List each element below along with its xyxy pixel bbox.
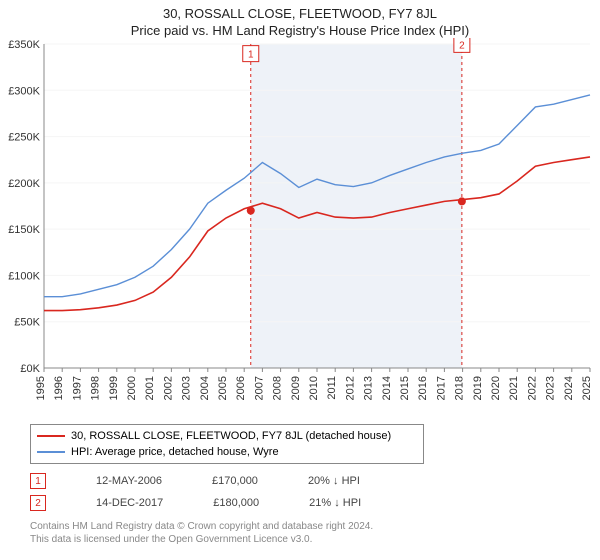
- svg-text:2011: 2011: [326, 376, 338, 400]
- svg-text:2006: 2006: [235, 376, 247, 400]
- svg-text:2002: 2002: [162, 376, 174, 400]
- svg-text:2004: 2004: [199, 376, 211, 400]
- markers-table: 1 12-MAY-2006 £170,000 20% ↓ HPI 2 14-DE…: [30, 470, 570, 514]
- legend-text: HPI: Average price, detached house, Wyre: [71, 446, 279, 458]
- svg-text:2009: 2009: [290, 376, 302, 400]
- svg-text:2012: 2012: [344, 376, 356, 400]
- svg-text:2014: 2014: [381, 376, 393, 400]
- svg-text:2022: 2022: [526, 376, 538, 400]
- svg-text:2020: 2020: [490, 376, 502, 400]
- chart-svg: £0K £50K £100K £150K £200K £250K £300K £350K 199…: [0, 38, 600, 418]
- svg-text:2019: 2019: [472, 376, 484, 400]
- legend-text: 30, ROSSALL CLOSE, FLEETWOOD, FY7 8JL (d…: [71, 430, 391, 442]
- svg-text:2013: 2013: [363, 376, 375, 400]
- svg-text:2000: 2000: [126, 376, 138, 400]
- svg-text:1996: 1996: [53, 376, 65, 400]
- svg-text:2025: 2025: [581, 376, 593, 400]
- footer: Contains HM Land Registry data © Crown c…: [30, 520, 570, 546]
- svg-text:1: 1: [248, 50, 254, 61]
- marker-row: 1 12-MAY-2006 £170,000 20% ↓ HPI: [30, 470, 570, 492]
- svg-text:2008: 2008: [272, 376, 284, 400]
- footer-line: Contains HM Land Registry data © Crown c…: [30, 520, 570, 533]
- marker-pct: 20% ↓ HPI: [308, 475, 360, 487]
- titles: 30, ROSSALL CLOSE, FLEETWOOD, FY7 8JL Pr…: [0, 0, 600, 38]
- marker-pct: 21% ↓ HPI: [309, 497, 361, 509]
- legend: 30, ROSSALL CLOSE, FLEETWOOD, FY7 8JL (d…: [30, 424, 424, 464]
- svg-text:1998: 1998: [90, 376, 102, 400]
- svg-text:£100K: £100K: [8, 270, 40, 282]
- chart-container: 30, ROSSALL CLOSE, FLEETWOOD, FY7 8JL Pr…: [0, 0, 600, 546]
- svg-text:£150K: £150K: [8, 224, 40, 236]
- svg-text:2018: 2018: [454, 376, 466, 400]
- marker-badge: 2: [30, 495, 46, 511]
- marker-date: 12-MAY-2006: [96, 475, 162, 487]
- svg-text:2015: 2015: [399, 376, 411, 400]
- svg-text:2017: 2017: [435, 376, 447, 400]
- svg-text:2023: 2023: [545, 376, 557, 400]
- marker-date: 14-DEC-2017: [96, 497, 163, 509]
- svg-text:1995: 1995: [35, 376, 47, 400]
- title-address: 30, ROSSALL CLOSE, FLEETWOOD, FY7 8JL: [0, 6, 600, 21]
- svg-text:£200K: £200K: [8, 178, 40, 190]
- marker-badge: 1: [30, 473, 46, 489]
- svg-text:2007: 2007: [253, 376, 265, 400]
- marker-price: £180,000: [213, 497, 259, 509]
- svg-text:1997: 1997: [71, 376, 83, 400]
- legend-row: HPI: Average price, detached house, Wyre: [37, 444, 417, 460]
- title-subtitle: Price paid vs. HM Land Registry's House …: [0, 23, 600, 38]
- svg-text:2016: 2016: [417, 376, 429, 400]
- svg-text:2: 2: [459, 40, 465, 51]
- legend-swatch: [37, 435, 65, 437]
- marker-price: £170,000: [212, 475, 258, 487]
- svg-text:2005: 2005: [217, 376, 229, 400]
- legend-row: 30, ROSSALL CLOSE, FLEETWOOD, FY7 8JL (d…: [37, 428, 417, 444]
- svg-text:£250K: £250K: [8, 132, 40, 144]
- svg-text:£350K: £350K: [8, 39, 40, 51]
- svg-text:2010: 2010: [308, 376, 320, 400]
- legend-swatch: [37, 451, 65, 453]
- svg-text:2003: 2003: [181, 376, 193, 400]
- marker-row: 2 14-DEC-2017 £180,000 21% ↓ HPI: [30, 492, 570, 514]
- footer-line: This data is licensed under the Open Gov…: [30, 533, 570, 546]
- svg-text:£0K: £0K: [20, 363, 40, 375]
- svg-text:1999: 1999: [108, 376, 120, 400]
- svg-text:2024: 2024: [563, 376, 575, 400]
- svg-text:£50K: £50K: [14, 317, 40, 329]
- svg-text:2021: 2021: [508, 376, 520, 400]
- svg-text:£300K: £300K: [8, 85, 40, 97]
- svg-text:2001: 2001: [144, 376, 156, 400]
- chart-area: £0K £50K £100K £150K £200K £250K £300K £350K 199…: [0, 38, 600, 418]
